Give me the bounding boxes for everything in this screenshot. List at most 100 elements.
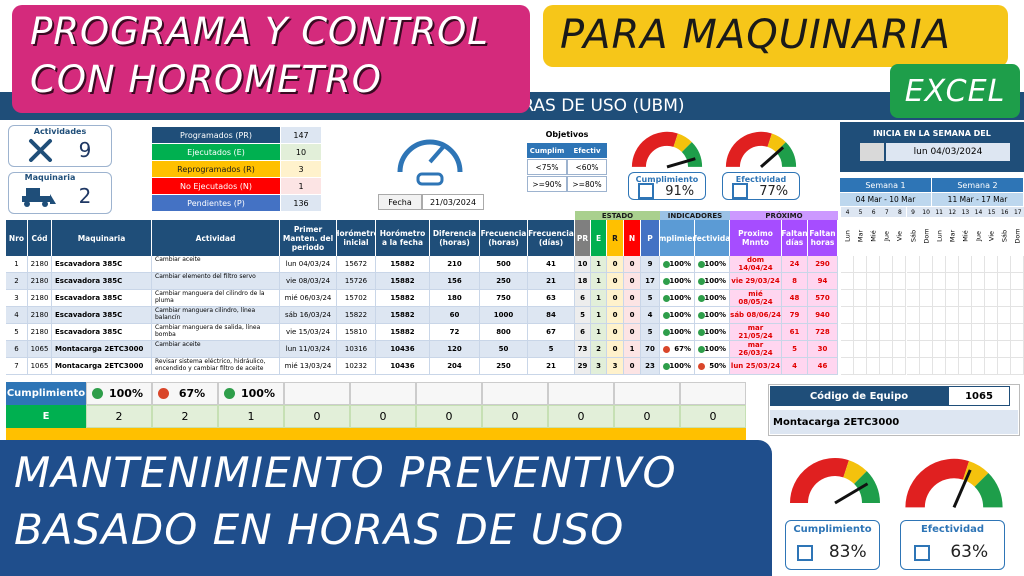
gantt-cell (945, 324, 959, 341)
table-cell: 2180 (28, 256, 52, 273)
gantt-cell (972, 341, 985, 358)
gantt-cell (932, 324, 946, 341)
gauge (905, 458, 1003, 509)
gauge-label: Efectividad (920, 523, 985, 535)
table-cell: 0 (624, 358, 641, 375)
bottom-cell (152, 382, 218, 405)
table-cell: 10 (575, 256, 591, 273)
icon-box (797, 545, 814, 561)
title-line: PROGRAMA Y CONTROL (30, 10, 489, 53)
gantt-cell (841, 290, 854, 307)
gauge-box: Efectividad 77% (722, 172, 800, 200)
table-cell: 100% (695, 324, 730, 341)
table-cell: 1 (591, 307, 607, 324)
bottom-value: 100% (241, 387, 275, 400)
gantt-cell (945, 307, 959, 324)
gantt-cell (893, 256, 907, 273)
day-number: 8 (893, 207, 907, 217)
gantt-cell (867, 256, 881, 273)
objetivos-header: Efectiv (567, 143, 607, 158)
group-header: INDICADORES (660, 211, 730, 220)
bottom-e-label: E (6, 405, 86, 428)
gauge-icon (913, 545, 930, 561)
table-cell: 0 (607, 307, 624, 324)
weekday: Mié (869, 230, 878, 242)
bottom-cell (482, 382, 548, 405)
gantt-cell (893, 273, 907, 290)
table-cell: 5 (6, 324, 28, 341)
table-cell: 1 (591, 290, 607, 307)
gantt-cell (958, 324, 972, 341)
bottom-e-value: 0 (284, 405, 350, 428)
day-number: 15 (985, 207, 999, 217)
title-line: CON HOROMETRO (30, 58, 382, 101)
counter-label: Actividades (33, 126, 87, 136)
gantt-cell (932, 358, 946, 375)
bottom-e-value: 0 (614, 405, 680, 428)
spinner[interactable] (860, 143, 884, 161)
column-header: Frecuencia (días) (528, 220, 575, 256)
summary-label: Reprogramados (R) (152, 161, 280, 177)
table-cell: 84 (528, 307, 575, 324)
calendar-title: INICIA EN LA SEMANA DEL (873, 128, 991, 138)
gauge-icon (797, 545, 814, 561)
group-header: PRÓXIMO (730, 211, 838, 220)
table-cell: dom 14/04/24 (730, 256, 782, 273)
day-number: 5 (854, 207, 868, 217)
table-cell: Cambiar manguera del cilindro de la plum… (152, 290, 280, 307)
gantt-cell (906, 324, 920, 341)
table-cell: 0 (624, 290, 641, 307)
gantt-cell (985, 307, 999, 324)
day-number: 13 (958, 207, 972, 217)
column-header: Cumplimiento (660, 220, 695, 256)
table-cell: 0 (607, 290, 624, 307)
table-cell: 500 (480, 256, 528, 273)
table-cell: 2180 (28, 324, 52, 341)
table-cell: 18 (575, 273, 591, 290)
equipo-code[interactable]: 1065 (948, 386, 1010, 406)
table-cell: 46 (808, 358, 838, 375)
bottom-e-value: 0 (548, 405, 614, 428)
gantt-cell (985, 358, 999, 375)
gauge-value: 63% (950, 542, 989, 562)
status-dot (663, 346, 670, 353)
gauge-box: Cumplimiento 91% (628, 172, 706, 200)
gantt-cell (906, 290, 920, 307)
column-header: Primer Manten. del periodo (280, 220, 337, 256)
gantt-cell (854, 256, 868, 273)
table-cell: 0 (624, 273, 641, 290)
gantt-cell (880, 324, 894, 341)
table-cell: 17 (641, 273, 660, 290)
bottom-row-label: Cumplimiento (6, 382, 86, 405)
table-cell: mié 13/03/24 (280, 358, 337, 375)
table-cell: 0 (624, 324, 641, 341)
table-cell: 10316 (337, 341, 376, 358)
table-cell: 15882 (376, 273, 430, 290)
summary-value: 147 (281, 127, 321, 143)
table-cell: 0 (607, 341, 624, 358)
table-cell: 15882 (376, 290, 430, 307)
gantt-cell (854, 307, 868, 324)
gantt-cell (867, 290, 881, 307)
gauge-arc (974, 473, 1003, 509)
counter-value: 2 (78, 184, 92, 208)
table-cell: 23 (641, 358, 660, 375)
gantt-cell (893, 358, 907, 375)
gauge-arc (790, 458, 849, 504)
column-header: PR (575, 220, 591, 256)
table-cell: Montacarga 2ETC3000 (52, 341, 152, 358)
gantt-cell (854, 324, 868, 341)
table-cell: 6 (575, 290, 591, 307)
bottom-value: 67% (178, 387, 206, 400)
gantt-cell (972, 358, 985, 375)
gantt-cell (932, 341, 946, 358)
day-number: 12 (945, 207, 959, 217)
table-cell: 100% (695, 341, 730, 358)
day-number: 6 (867, 207, 881, 217)
table-cell: 50 (480, 341, 528, 358)
status-dot (698, 346, 705, 353)
table-cell: 7 (6, 358, 28, 375)
bottom-e-value: 2 (152, 405, 218, 428)
table-cell: 100% (695, 256, 730, 273)
gantt-cell (985, 341, 999, 358)
